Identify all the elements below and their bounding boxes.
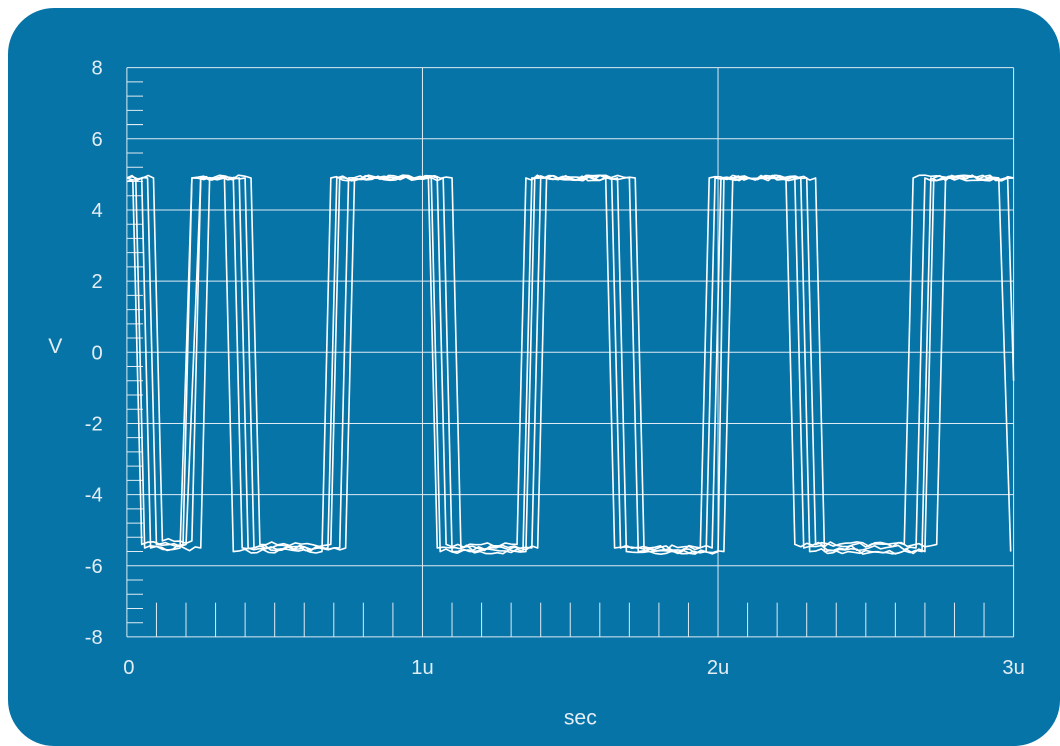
- waveform-trace-5: [126, 174, 1014, 555]
- x-tick-label: 3u: [1002, 657, 1024, 679]
- x-axis-label: sec: [564, 707, 597, 730]
- waveform-trace-3: [126, 174, 1012, 555]
- y-tick-label: -8: [85, 627, 103, 649]
- y-tick-label: 2: [92, 271, 103, 293]
- y-tick-label: 6: [92, 129, 103, 151]
- y-tick-label: 8: [92, 58, 103, 80]
- y-axis-label: V: [48, 335, 62, 358]
- x-tick-label: 0: [123, 657, 134, 679]
- series-layer: [126, 174, 1015, 556]
- waveform-chart: V sec -8 -6 -4 -2 0 2 4 6 8 0 1u 2u 3u: [8, 8, 1060, 746]
- chart-background: [8, 8, 1060, 746]
- y-tick-label: -6: [85, 556, 103, 578]
- y-tick-label: 0: [92, 342, 103, 364]
- y-tick-label: 4: [92, 200, 103, 222]
- labels-layer: V sec -8 -6 -4 -2 0 2 4 6 8 0 1u 2u 3u: [48, 58, 1024, 730]
- y-tick-label: -4: [85, 485, 103, 507]
- y-tick-label: -2: [85, 413, 103, 435]
- x-tick-label: 1u: [411, 657, 433, 679]
- plot-panel: V sec -8 -6 -4 -2 0 2 4 6 8 0 1u 2u 3u: [8, 8, 1060, 746]
- grid-layer: [126, 67, 1015, 638]
- x-tick-label: 2u: [707, 657, 729, 679]
